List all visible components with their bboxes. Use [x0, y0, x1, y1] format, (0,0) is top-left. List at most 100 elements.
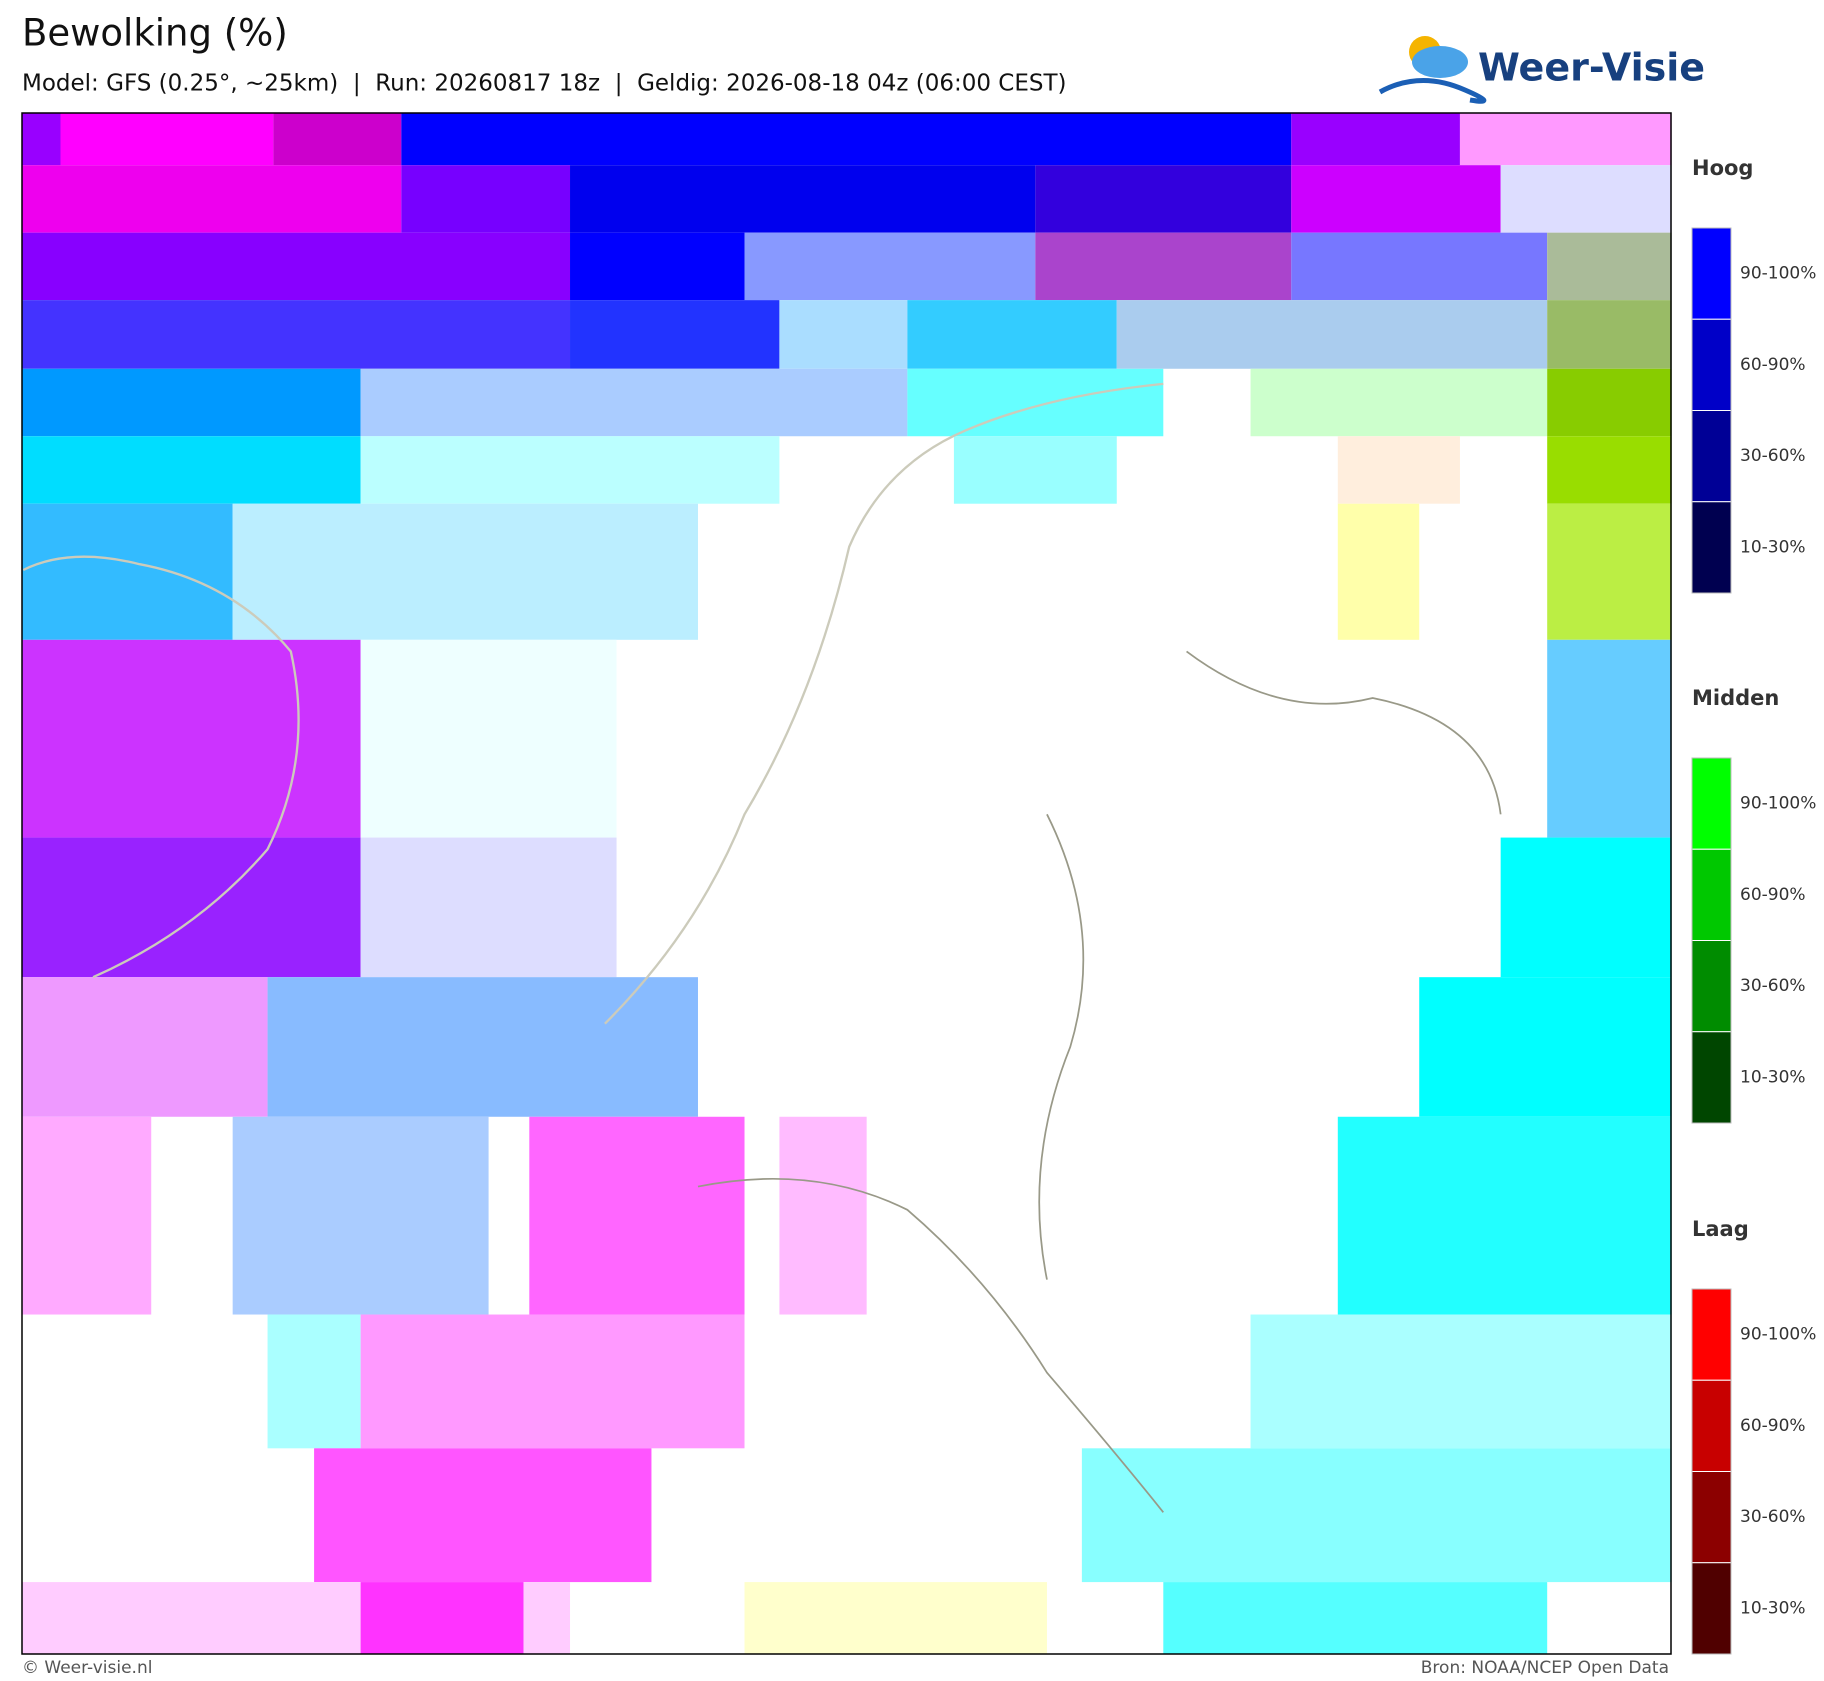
- logo-wave: [1378, 78, 1487, 104]
- footer-right: Bron: NOAA/NCEP Open Data: [1421, 1658, 1669, 1678]
- legend-label: 10-30%: [1740, 1598, 1806, 1618]
- legend-label: 60-90%: [1740, 1416, 1806, 1436]
- cloud-cell: [1250, 1314, 1672, 1449]
- cloud-cell: [1547, 639, 1672, 838]
- cloud-cell: [1419, 977, 1672, 1117]
- cloud-cell: [1547, 368, 1672, 437]
- legend-label: 10-30%: [1740, 537, 1806, 557]
- cloud-cell: [1250, 368, 1548, 437]
- cloud-cell: [907, 368, 1164, 437]
- cloud-cell: [232, 1116, 489, 1315]
- cloud-cell: [401, 112, 1292, 166]
- cloud-cell: [570, 300, 780, 369]
- cloud-cell: [401, 165, 571, 233]
- cloud-cell: [1337, 503, 1420, 640]
- cloud-cell: [360, 1314, 745, 1449]
- cloud-cell: [314, 1448, 652, 1583]
- cloud-cell: [1500, 165, 1672, 233]
- cloud-cell: [570, 165, 1036, 233]
- legend: Hoog 90-100% 60-90% 30-60% 10-30% Midden 90-10…: [1691, 156, 1816, 1655]
- legend-swatch: [1691, 227, 1732, 320]
- legend-swatch: [1691, 1031, 1732, 1124]
- cloud-cell: [1459, 112, 1672, 166]
- cloud-cell: [1547, 300, 1672, 369]
- cloud-cell: [360, 368, 908, 437]
- cloud-cell: [22, 1116, 152, 1315]
- legend-swatch: [1691, 318, 1732, 411]
- cloud-cell: [907, 300, 1117, 369]
- cloud-cell: [953, 436, 1117, 504]
- cloud-cell: [60, 112, 274, 166]
- cloud-cell: [1337, 1116, 1672, 1315]
- cloud-cell: [744, 232, 1036, 301]
- legend-swatch: [1691, 501, 1732, 594]
- legend-label: 90-100%: [1740, 264, 1816, 284]
- cloud-cell: [22, 300, 571, 369]
- cloud-cell: [1035, 165, 1292, 233]
- legend-swatch: [1691, 410, 1732, 503]
- legend-title: Laag: [1692, 1217, 1749, 1241]
- cloud-cell: [1081, 1448, 1672, 1583]
- cloud-cell: [1547, 232, 1672, 301]
- map-frame: [21, 112, 1672, 1655]
- cloud-cell: [22, 837, 361, 978]
- cloud-cell: [779, 300, 908, 369]
- legend-label: 60-90%: [1740, 355, 1806, 375]
- cloud-cell: [22, 368, 361, 437]
- cloud-cell: [1547, 503, 1672, 640]
- cloud-cell: [22, 232, 571, 301]
- logo-cloud: [1412, 46, 1468, 78]
- cloud-cell: [22, 639, 361, 838]
- map: [22, 112, 1672, 1655]
- legend-swatch: [1691, 1562, 1732, 1655]
- legend-title: Hoog: [1692, 156, 1753, 180]
- cloud-cell: [1500, 837, 1672, 978]
- cloud-cell: [273, 112, 402, 166]
- legend-swatch: [1691, 848, 1732, 941]
- cloud-cell: [22, 165, 402, 233]
- cloud-cell: [22, 977, 268, 1117]
- cloud-cell: [360, 436, 780, 504]
- legend-swatch: [1691, 1379, 1732, 1472]
- legend-label: 90-100%: [1740, 794, 1816, 814]
- cloud-cell: [360, 1582, 524, 1655]
- cloud-cell: [1163, 1582, 1548, 1655]
- logo-text: Weer-Visie: [1478, 46, 1705, 90]
- cloud-cell: [267, 977, 698, 1117]
- cloud-cell: [232, 503, 698, 640]
- legend-label: 10-30%: [1740, 1067, 1806, 1087]
- legend-label: 30-60%: [1740, 1507, 1806, 1527]
- cloud-cell: [529, 1116, 745, 1315]
- border: [697, 650, 1502, 1513]
- cloud-cell: [1035, 232, 1292, 301]
- cloud-cell: [744, 1582, 1047, 1655]
- logo: Weer-Visie: [1378, 36, 1705, 104]
- cloud-cell: [1291, 112, 1460, 166]
- cloud-cell: [1337, 436, 1460, 504]
- legend-swatch: [1691, 1288, 1732, 1381]
- legend-frame: [1691, 227, 1732, 594]
- legend-swatch: [1691, 1471, 1732, 1564]
- cloud-cell: [360, 837, 617, 978]
- legend-label: 30-60%: [1740, 446, 1806, 466]
- cloud-cell: [360, 639, 617, 838]
- cloud-cell: [267, 1314, 361, 1449]
- cloud-cell: [1291, 232, 1548, 301]
- legend-title: Midden: [1692, 686, 1779, 710]
- legend-frame: [1691, 757, 1732, 1124]
- cloud-cell: [22, 436, 361, 504]
- legend-label: 60-90%: [1740, 885, 1806, 905]
- cloud-cell: [779, 1116, 867, 1315]
- cloud-cell: [1116, 300, 1548, 369]
- legend-swatch: [1691, 940, 1732, 1033]
- cloud-cell: [1547, 436, 1672, 504]
- title: Bewolking (%): [22, 12, 288, 55]
- legend-frame: [1691, 1288, 1732, 1655]
- cloud-cell: [22, 503, 233, 640]
- cloud-cell: [570, 232, 745, 301]
- subtitle: Model: GFS (0.25°, ~25km) | Run: 2026081…: [22, 71, 1067, 97]
- legend-label: 90-100%: [1740, 1325, 1816, 1345]
- footer-left: © Weer-visie.nl: [22, 1658, 152, 1678]
- legend-label: 30-60%: [1740, 976, 1806, 996]
